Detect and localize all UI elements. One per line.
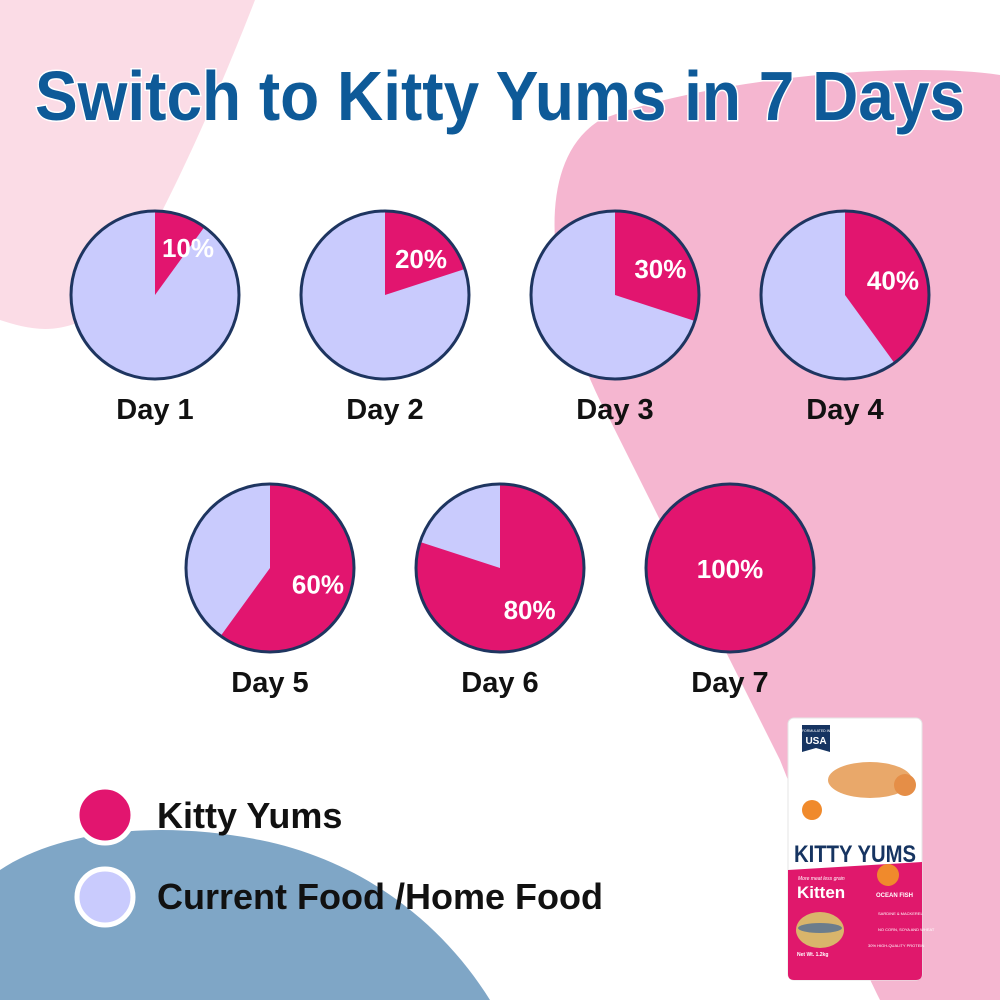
data-label: 100% bbox=[697, 554, 764, 584]
slice-kitty-yums bbox=[646, 484, 814, 652]
legend-label: Current Food /Home Food bbox=[157, 876, 603, 917]
slice-kitty-yums bbox=[416, 484, 585, 652]
legend-label: Kitty Yums bbox=[157, 795, 342, 836]
day-label: Day 3 bbox=[576, 394, 653, 426]
day-label: Day 5 bbox=[231, 667, 308, 699]
legend-swatch-kitty-yums bbox=[74, 784, 136, 846]
legend-swatch-current-food bbox=[74, 866, 136, 928]
day-label: Day 7 bbox=[691, 667, 768, 699]
pie-outline bbox=[644, 482, 816, 654]
pie-1: 10% Day 1 bbox=[69, 209, 241, 426]
pie-4: 40% Day 4 bbox=[759, 209, 931, 426]
slice-kitty-yums bbox=[845, 211, 930, 363]
bg-blob-pink-light bbox=[0, 0, 255, 329]
data-label: 30% bbox=[634, 254, 686, 284]
page-title: Switch to Kitty Yums in 7 Days bbox=[35, 57, 965, 135]
pie-outline bbox=[184, 482, 356, 654]
legend-item-kitty-yums: Kitty Yums bbox=[74, 784, 342, 846]
product-origin-small: FORMULATED IN bbox=[802, 729, 831, 733]
pie-5: 60% Day 5 bbox=[184, 482, 356, 699]
kitten-image bbox=[828, 762, 912, 798]
product-variant: Kitten bbox=[797, 883, 845, 902]
product-bag: FORMULATED IN USA KITTY YUMS More meat l… bbox=[787, 717, 935, 981]
slice-kitty-yums bbox=[385, 211, 465, 295]
usa-badge bbox=[802, 725, 830, 752]
pie-3: 30% Day 3 bbox=[529, 209, 701, 426]
pie-outline bbox=[299, 209, 471, 381]
day-label: Day 4 bbox=[806, 394, 883, 426]
legend-item-current-food: Current Food /Home Food bbox=[74, 866, 603, 928]
data-label: 20% bbox=[395, 244, 447, 274]
day-label: Day 1 bbox=[116, 394, 193, 426]
product-net-weight: Net Wt. 1.2kg bbox=[797, 952, 828, 958]
day-label: Day 2 bbox=[346, 394, 423, 426]
product-feature-1: SARDINE & MACKEREL bbox=[878, 911, 923, 916]
pie-outline bbox=[759, 209, 931, 381]
pie-7: 100% Day 7 bbox=[644, 482, 816, 699]
day-label: Day 6 bbox=[461, 667, 538, 699]
legend: Kitty Yums Current Food /Home Food bbox=[74, 784, 603, 928]
product-feature-2: NO CORN, SOYA AND WHEAT bbox=[878, 927, 935, 932]
pie-2: 20% Day 2 bbox=[299, 209, 471, 426]
slice-kitty-yums bbox=[615, 211, 699, 321]
product-tagline: More meat less grain bbox=[798, 876, 845, 882]
toy-ball-image bbox=[802, 800, 822, 820]
slice-kitty-yums bbox=[220, 484, 355, 652]
data-label: 10% bbox=[162, 233, 214, 263]
pie-outline bbox=[414, 482, 586, 654]
pie-6: 80% Day 6 bbox=[414, 482, 586, 699]
product-feature-3: 30% HIGH-QUALITY PROTEIN bbox=[868, 943, 924, 948]
slice-kitty-yums bbox=[155, 211, 205, 295]
data-label: 40% bbox=[867, 265, 919, 295]
product-brand: KITTY YUMS bbox=[794, 841, 916, 868]
data-label: 80% bbox=[504, 595, 556, 625]
product-flavor: OCEAN FISH bbox=[876, 893, 913, 899]
pie-charts: 10% Day 1 20% Day 2 30% Day 3 40% Day 4 60% Day 5… bbox=[69, 209, 931, 699]
pie-outline bbox=[529, 209, 701, 381]
product-origin: USA bbox=[805, 736, 826, 747]
data-label: 60% bbox=[292, 570, 344, 600]
pie-outline bbox=[69, 209, 241, 381]
